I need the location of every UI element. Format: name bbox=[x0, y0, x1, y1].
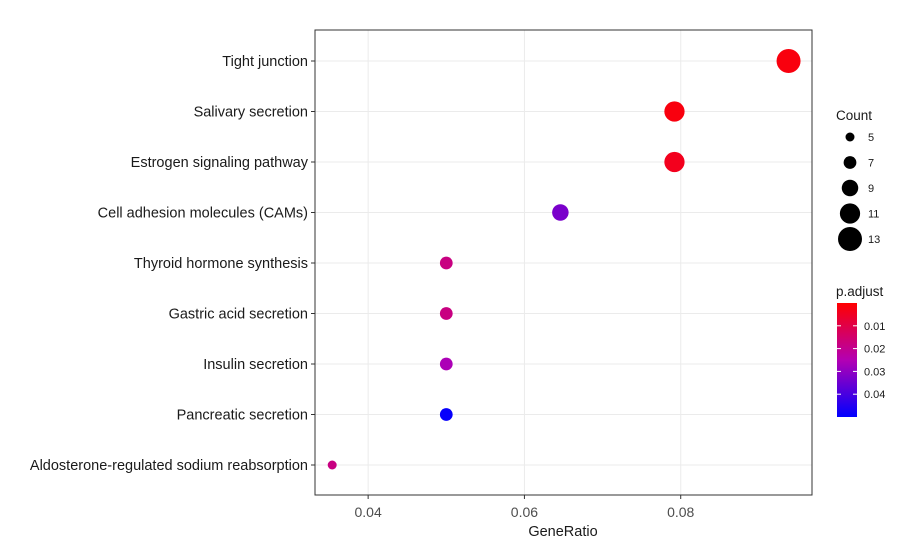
y-tick-label: Estrogen signaling pathway bbox=[131, 155, 309, 171]
data-point bbox=[439, 357, 453, 371]
p-adjust-legend-label: 0.02 bbox=[864, 344, 885, 356]
grid-lines bbox=[315, 30, 812, 495]
data-point bbox=[327, 460, 337, 470]
count-legend-key bbox=[841, 179, 859, 197]
count-legend-label: 7 bbox=[868, 158, 874, 170]
count-legend-key bbox=[843, 156, 857, 169]
p-adjust-legend-title: p.adjust bbox=[836, 284, 884, 299]
data-points bbox=[327, 49, 801, 470]
count-legend-label: 9 bbox=[868, 183, 874, 195]
p-adjust-legend-label: 0.03 bbox=[864, 366, 885, 378]
x-axis-ticks: 0.04 0.06 0.08 bbox=[355, 495, 695, 520]
y-tick-label: Insulin secretion bbox=[203, 357, 308, 373]
count-legend-title: Count bbox=[836, 108, 872, 123]
count-legend-items: 5 7 9 11 13 bbox=[838, 132, 880, 251]
y-axis-labels: Tight junction Salivary secretion Estrogen… bbox=[30, 54, 315, 474]
count-legend-key bbox=[838, 227, 862, 251]
count-legend-key bbox=[845, 132, 855, 142]
x-tick-label: 0.04 bbox=[355, 504, 382, 520]
y-tick-label: Cell adhesion molecules (CAMs) bbox=[98, 206, 308, 222]
data-point bbox=[439, 408, 453, 421]
y-tick-label: Aldosterone-regulated sodium reabsorptio… bbox=[30, 458, 308, 474]
p-adjust-legend-label: 0.01 bbox=[864, 321, 885, 333]
x-tick-label: 0.08 bbox=[667, 504, 694, 520]
data-point bbox=[439, 256, 453, 270]
count-legend-label: 13 bbox=[868, 234, 880, 246]
x-tick-label: 0.06 bbox=[511, 504, 538, 520]
count-legend: Count 5 7 9 11 13 bbox=[836, 108, 880, 251]
x-axis-title: GeneRatio bbox=[528, 524, 597, 540]
p-adjust-colorbar bbox=[837, 303, 857, 417]
p-adjust-legend-label: 0.04 bbox=[864, 389, 885, 401]
p-adjust-legend-items: 0.01 0.02 0.03 0.04 bbox=[837, 321, 885, 401]
plot-panel bbox=[314, 29, 813, 496]
data-point bbox=[664, 101, 685, 122]
y-tick-label: Thyroid hormone synthesis bbox=[134, 256, 308, 272]
y-tick-label: Gastric acid secretion bbox=[169, 307, 308, 323]
count-legend-key bbox=[839, 203, 861, 224]
count-legend-label: 5 bbox=[868, 132, 874, 144]
y-tick-label: Tight junction bbox=[222, 54, 308, 70]
data-point bbox=[439, 307, 453, 320]
y-tick-label: Pancreatic secretion bbox=[177, 408, 308, 424]
data-point bbox=[664, 151, 685, 173]
data-point bbox=[552, 204, 569, 221]
count-legend-label: 11 bbox=[868, 209, 879, 221]
y-tick-label: Salivary secretion bbox=[194, 105, 308, 121]
p-adjust-legend: p.adjust 0.01 0.02 0.03 0.04 bbox=[836, 284, 885, 417]
data-point bbox=[776, 49, 801, 73]
